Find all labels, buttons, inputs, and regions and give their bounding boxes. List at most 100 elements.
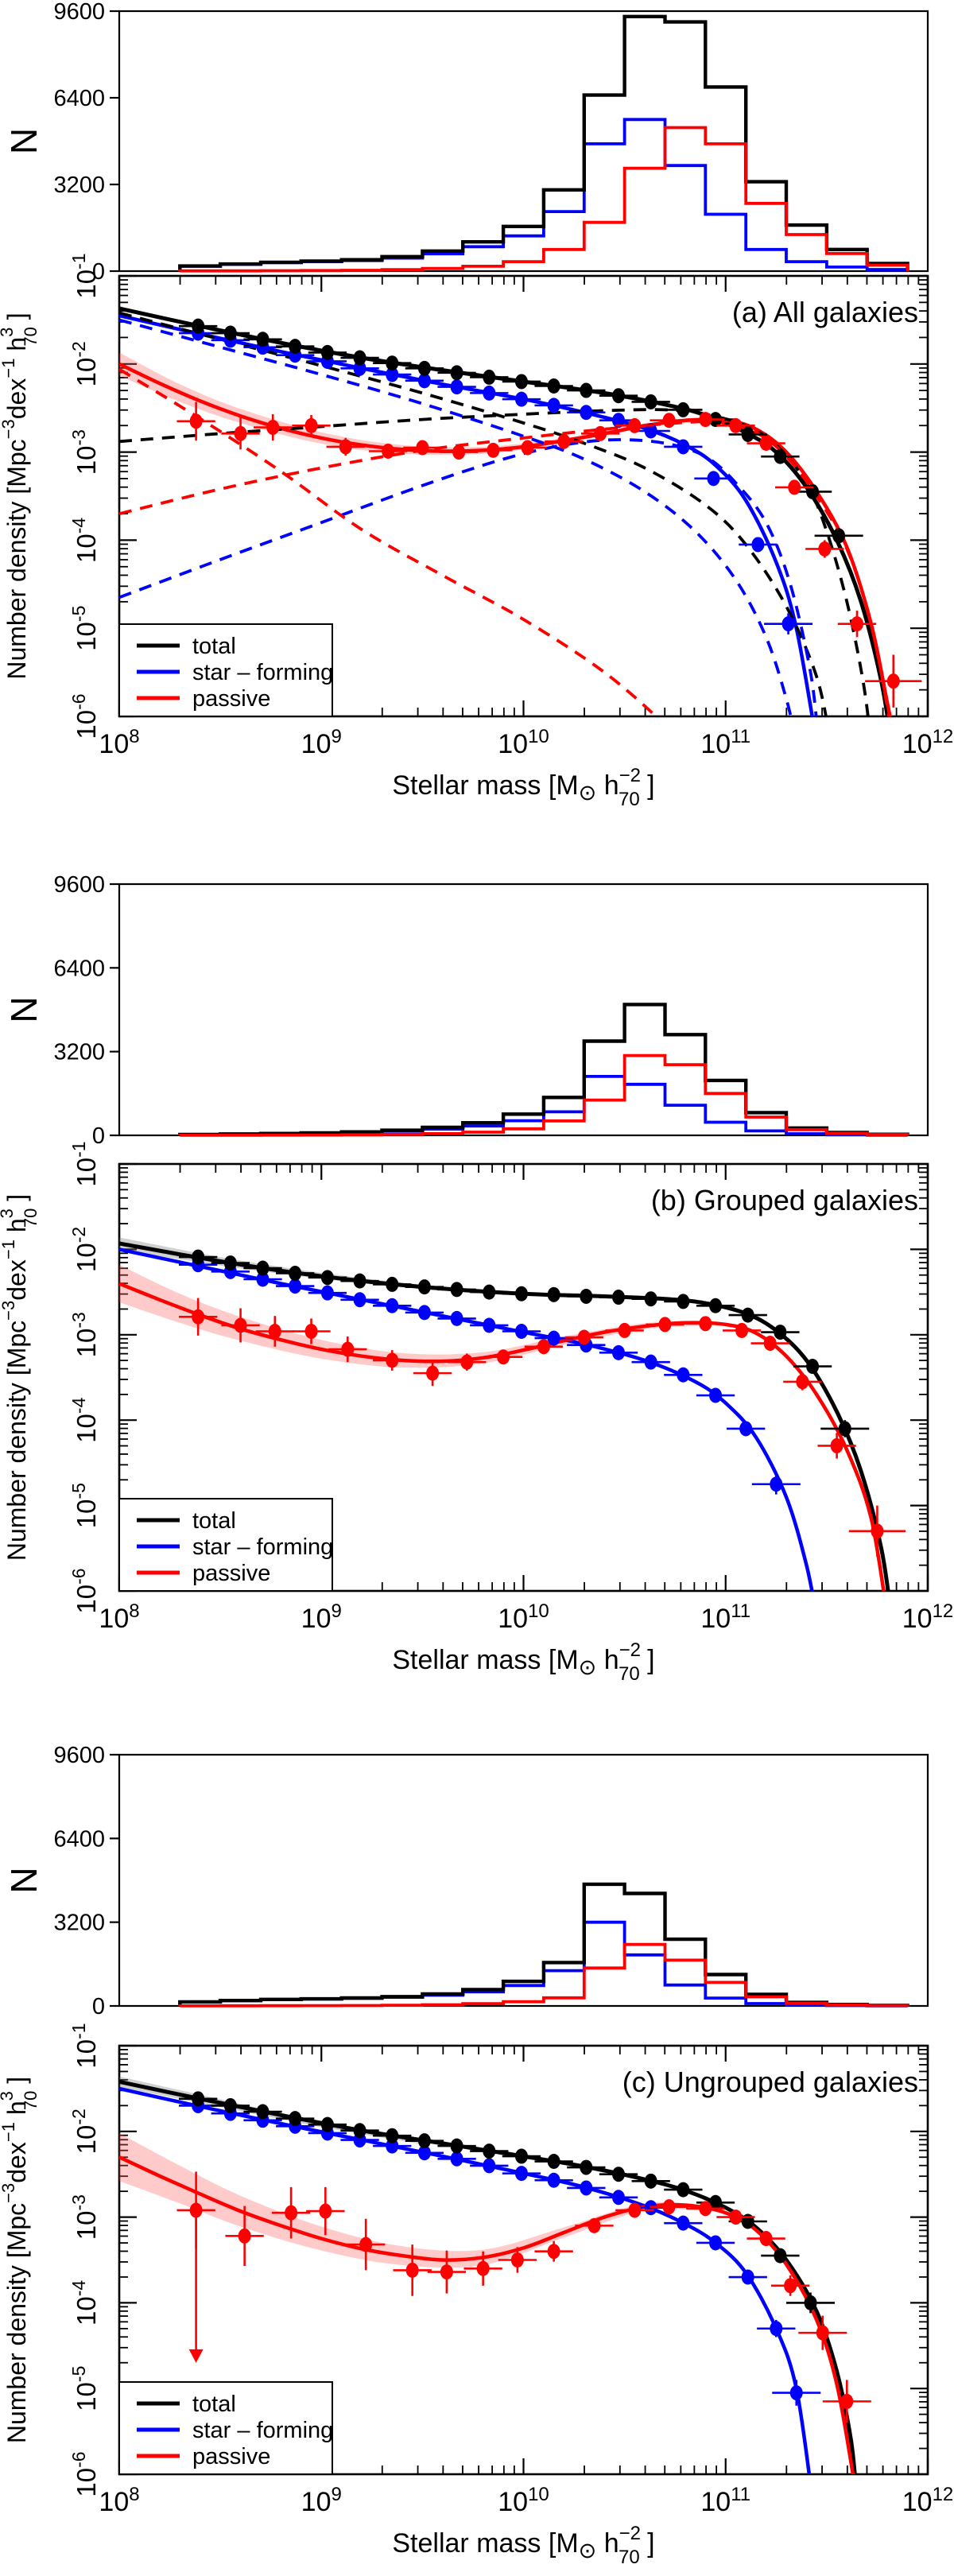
x-tick-label: 109: [301, 726, 342, 759]
data-point-total: [741, 426, 754, 442]
data-point-total: [580, 1288, 593, 1304]
data-point-passive: [735, 1322, 749, 1338]
data-point-total: [353, 2123, 366, 2139]
data-point-total: [450, 365, 463, 381]
x-tick-label: 1010: [498, 726, 549, 759]
data-point-total: [483, 369, 496, 385]
histogram-c: 0 3200 6400 9600 N: [3, 1743, 929, 2019]
histogram-frame-a: [118, 10, 929, 273]
data-point-passive: [699, 1316, 712, 1332]
data-point-passive: [851, 616, 864, 632]
hist-axis-label-N: N: [3, 996, 45, 1022]
histogram-steps-total: [178, 1003, 909, 1137]
data-point-passive: [189, 413, 203, 429]
data-point-passive: [341, 1341, 355, 1357]
data-point-star_forming: [450, 2151, 463, 2167]
data-point-total: [611, 1290, 625, 1305]
panel-title-a: (a) All galaxies: [732, 296, 918, 328]
data-point-star_forming: [781, 616, 795, 632]
data-point-passive: [460, 1354, 474, 1370]
data-point-star_forming: [741, 2269, 754, 2285]
hist-y-tick-label: 9600: [53, 0, 105, 25]
data-point-star_forming: [751, 537, 765, 553]
data-point-passive: [521, 440, 534, 456]
data-point-total: [644, 394, 657, 409]
y-tick-label: 10-4: [68, 2280, 101, 2326]
data-point-passive: [784, 2278, 797, 2294]
data-point-passive: [796, 1374, 809, 1390]
data-point-total: [806, 1359, 820, 1375]
data-point-star_forming: [739, 1421, 753, 1437]
histogram-steps-passive: [178, 126, 909, 273]
data-point-star_forming: [417, 2145, 431, 2161]
hist-y-tick-label: 0: [92, 259, 105, 285]
data-point-passive: [268, 1324, 281, 1340]
data-point-total: [514, 1286, 528, 1302]
data-point-total: [450, 2138, 463, 2154]
data-point-star_forming: [417, 373, 431, 389]
y-tick-label: 10-4: [68, 518, 101, 563]
x-axis-title: Stellar mass [M⊙ h−2 70 ]: [392, 1639, 654, 1685]
data-point-passive: [234, 1317, 247, 1333]
data-point-star_forming: [353, 1292, 366, 1308]
data-point-total: [514, 2148, 528, 2164]
y-tick-label: 10-1: [68, 2023, 101, 2068]
y-tick-label: 10-3: [68, 2194, 101, 2240]
data-point-star_forming: [320, 1285, 334, 1301]
data-point-total: [256, 2104, 270, 2120]
data-point-star_forming: [580, 405, 593, 421]
data-point-star_forming: [709, 1387, 723, 1403]
x-tick-label: 109: [301, 1600, 342, 1634]
data-point-passive: [818, 541, 832, 557]
x-axis-title: Stellar mass [M⊙ h−2 70 ]: [392, 2523, 654, 2568]
hist-y-tick-label: 0: [92, 1994, 105, 2019]
histogram-b: 0 3200 6400 9600 N: [3, 872, 929, 1149]
y-tick-label: 10-2: [68, 341, 101, 386]
data-point-total: [580, 2159, 593, 2175]
data-point-passive: [557, 433, 571, 449]
data-point-total: [192, 1249, 205, 1265]
data-point-total: [774, 2248, 787, 2264]
data-point-total: [709, 1298, 723, 1313]
data-point-passive: [871, 1523, 884, 1539]
data-point-total: [483, 2143, 496, 2159]
data-point-star_forming: [611, 2190, 625, 2206]
data-point-total: [320, 344, 334, 360]
hist-y-tick-label: 6400: [53, 1826, 105, 1852]
data-point-passive: [547, 2244, 560, 2260]
x-tick-label: 108: [99, 1600, 139, 1634]
legend-label-star_forming: star – forming: [192, 660, 333, 685]
data-point-passive: [594, 425, 607, 441]
data-point-total: [386, 1276, 399, 1292]
data-point-passive: [577, 1329, 591, 1345]
data-point-star_forming: [709, 2235, 723, 2251]
data-points-total: [179, 2091, 836, 2314]
data-point-total: [741, 1307, 754, 1323]
data-point-passive: [405, 2262, 419, 2278]
data-point-star_forming: [580, 2180, 593, 2196]
data-point-total: [838, 1421, 851, 1437]
data-point-total: [709, 2194, 723, 2210]
data-point-star_forming: [644, 1354, 657, 1370]
data-point-star_forming: [514, 391, 528, 407]
hist-axis-label-N: N: [3, 1867, 45, 1893]
x-tick-label: 1010: [498, 1600, 549, 1634]
y-tick-label: 10-3: [68, 1312, 101, 1357]
data-point-total: [580, 382, 593, 398]
plot-area-b: [119, 1237, 906, 1591]
data-point-star_forming: [256, 1271, 270, 1287]
data-point-passive: [729, 417, 743, 433]
data-point-total: [289, 2111, 302, 2127]
data-point-passive: [729, 2209, 743, 2225]
data-point-passive: [339, 439, 352, 455]
data-point-star_forming: [770, 1476, 783, 1492]
data-point-passive: [830, 1437, 843, 1453]
panel-title-c: (c) Ungrouped galaxies: [622, 2066, 918, 2098]
data-point-passive: [510, 2252, 524, 2268]
upper-limit-arrow-head: [188, 2349, 204, 2363]
hist-y-tick-label: 6400: [53, 86, 105, 111]
data-point-total: [514, 374, 528, 390]
y-axis-title: Number density [Mpc−3dex−1 h370 ]: [0, 2077, 41, 2443]
data-point-total: [320, 2116, 334, 2132]
data-point-passive: [759, 2231, 773, 2247]
